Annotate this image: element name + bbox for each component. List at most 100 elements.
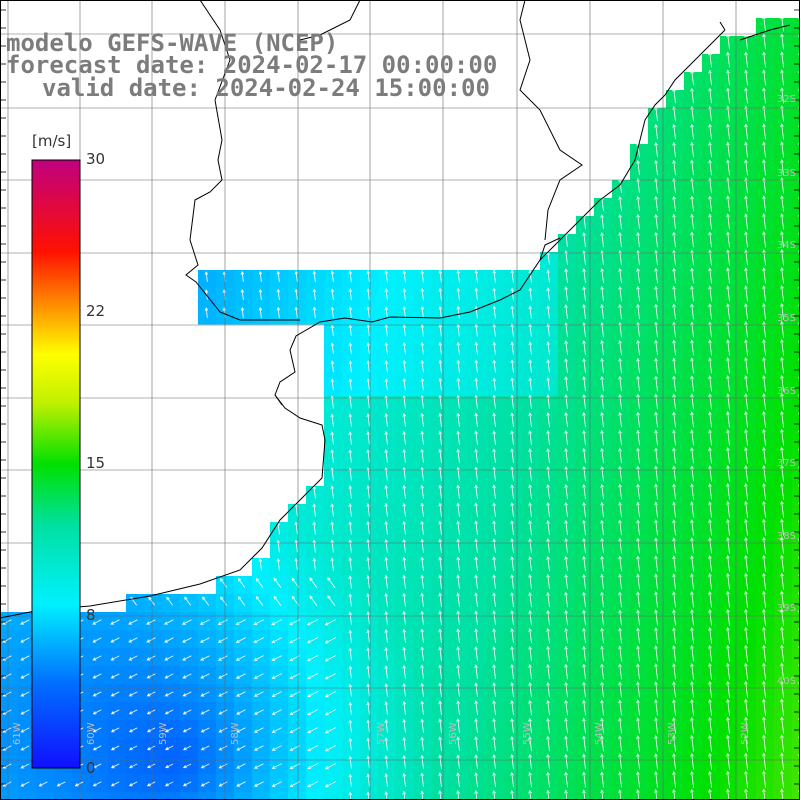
river-plate-north-shore [185,0,583,406]
wind-cell [234,792,253,800]
wind-arrow [744,518,748,536]
wind-arrow [780,788,784,800]
wind-arrow [600,232,604,248]
wind-arrow [726,608,730,626]
wind-arrow [726,303,730,320]
wind-arrow [474,520,478,535]
wind-arrow [474,394,478,409]
wind-arrow [636,645,640,662]
wind-arrow [564,591,568,608]
wind-arrow [402,754,406,769]
wind-arrow [384,413,388,427]
wind-arrow [708,429,712,446]
wind-arrow [510,448,514,464]
wind-arrow [672,699,676,716]
wind-arrow [708,483,712,500]
wind-arrow [402,306,407,319]
wind-arrow [780,374,784,392]
lon-label-57w: 57W [376,722,387,745]
wind-cell [504,792,523,800]
wind-arrow [690,770,694,788]
wind-arrow [744,428,748,446]
wind-arrow [672,411,676,428]
wind-arrow [762,267,766,284]
wind-arrow [654,159,658,176]
wind-arrow [38,781,48,787]
wind-arrow [726,123,730,140]
lon-label-56w: 56W [448,722,459,745]
wind-arrow [420,430,424,445]
wind-arrow [110,763,120,769]
wind-cell [792,180,800,199]
wind-arrow [654,429,658,446]
wind-cell [792,54,800,73]
wind-arrow [330,413,335,427]
wind-arrow [582,232,586,248]
wind-arrow [636,303,640,320]
wind-arrow [618,555,622,572]
wind-arrow [273,595,282,606]
wind-arrow [726,33,730,50]
wind-arrow [636,429,640,446]
wind-arrow [510,269,515,283]
wind-arrow [474,305,479,319]
wind-cell [252,792,271,800]
wind-arrow [726,483,730,500]
wind-arrow [474,610,478,626]
wind-arrow [165,745,174,751]
wind-arrow [309,595,318,606]
wind-cell [792,126,800,145]
wind-arrow [182,673,192,679]
wind-arrow [618,753,622,770]
wind-arrow [474,790,478,800]
wind-arrow [546,753,550,770]
wind-arrow [110,691,120,697]
wind-arrow [744,482,748,500]
wind-arrow [183,763,192,769]
wind-arrow [528,627,532,644]
wind-arrow [330,378,335,391]
wind-arrow [654,663,658,680]
wind-arrow [672,519,676,536]
wind-cell [396,792,415,800]
wind-arrow [690,501,694,518]
wind-arrow [420,682,424,697]
wind-arrow [164,655,174,661]
wind-arrow [366,431,370,445]
wind-arrow [546,287,550,301]
wind-arrow [307,673,319,680]
wind-arrow [273,577,282,588]
wind-cell [792,756,800,775]
wind-arrow [546,466,550,482]
wind-arrow [726,680,730,698]
wind-arrow [618,465,622,482]
wind-arrow [762,716,766,734]
wind-arrow [456,664,460,679]
wind-arrow [600,717,604,734]
lat-label-36s: 36S [776,386,796,397]
wind-arrow [324,637,337,644]
wind-arrow [582,537,586,554]
wind-cell [792,162,800,181]
wind-arrow [708,573,712,590]
wind-arrow [366,574,370,589]
wind-arrow [492,718,496,734]
wind-arrow [636,357,640,374]
wind-arrow [146,691,156,697]
wind-arrow [474,377,479,391]
wind-arrow [420,377,425,391]
wind-arrow [780,338,784,356]
wind-arrow [582,501,586,518]
wind-cell [792,648,800,667]
wind-arrow [564,286,568,302]
wind-arrow [324,673,337,680]
wind-arrow [618,771,622,788]
wind-arrow [690,573,694,590]
wind-arrow [438,448,442,463]
wind-arrow [510,717,514,734]
wind-arrow [528,377,532,391]
wind-arrow [762,339,766,356]
wind-arrow [726,249,730,266]
wind-arrow [618,645,622,662]
wind-arrow [474,772,478,788]
